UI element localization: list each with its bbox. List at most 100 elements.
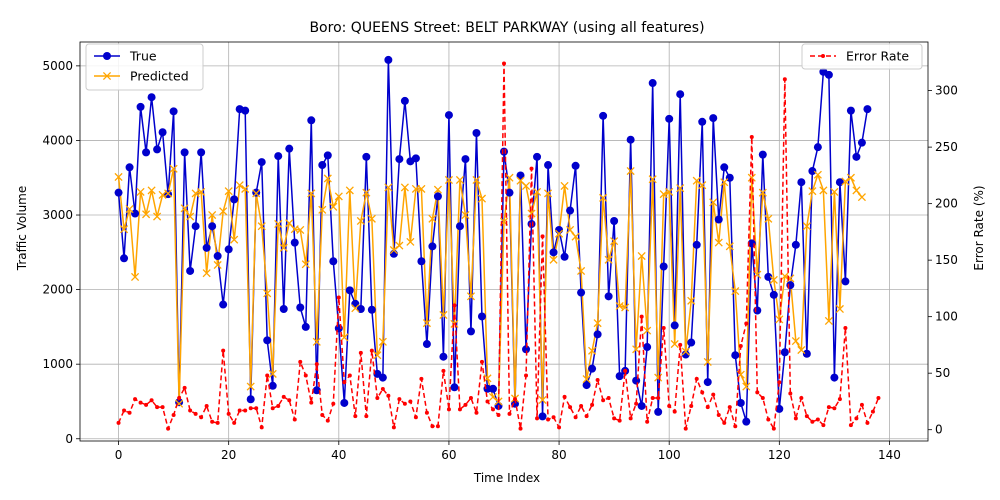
point-error-rate [557, 425, 562, 430]
point-true [830, 373, 839, 382]
point-error-rate [617, 418, 622, 423]
point-predicted [213, 260, 222, 270]
point-error-rate [221, 348, 226, 353]
point-true [340, 398, 349, 407]
point-true [488, 384, 497, 393]
point-error-rate [760, 396, 765, 401]
point-error-rate [700, 390, 705, 395]
point-error-rate [705, 405, 710, 410]
point-error-rate [254, 406, 259, 411]
point-error-rate [430, 424, 435, 429]
point-error-rate [320, 413, 325, 418]
point-true [125, 163, 134, 172]
point-predicted [395, 241, 404, 250]
point-predicted [742, 382, 751, 391]
point-predicted [676, 184, 685, 193]
point-true [180, 148, 189, 157]
point-true [780, 348, 789, 357]
point-predicted [505, 173, 514, 182]
point-true [692, 240, 701, 249]
point-predicted [197, 187, 206, 196]
point-error-rate [127, 410, 132, 415]
point-predicted [835, 304, 844, 314]
point-error-rate [314, 362, 319, 367]
point-error-rate [149, 398, 154, 403]
point-error-rate [276, 403, 281, 408]
x-tick-label: 140 [878, 448, 901, 462]
point-predicted [230, 235, 239, 244]
point-true [841, 277, 850, 286]
point-predicted [687, 296, 696, 305]
point-predicted [268, 369, 277, 378]
point-error-rate [210, 419, 215, 424]
point-predicted [532, 187, 542, 196]
point-true [285, 144, 294, 153]
point-predicted [472, 175, 481, 185]
point-predicted [824, 316, 833, 325]
point-predicted [274, 219, 283, 229]
point-true [725, 173, 734, 182]
point-error-rate [193, 411, 198, 416]
point-predicted [257, 222, 266, 231]
point-true [791, 240, 800, 249]
point-true [219, 300, 228, 309]
point-true [813, 143, 822, 152]
point-error-rate [546, 417, 551, 422]
point-true [764, 272, 773, 281]
point-error-rate [419, 376, 424, 381]
point-true [345, 286, 354, 295]
point-error-rate [353, 414, 358, 419]
point-predicted [125, 204, 134, 214]
point-predicted [560, 181, 569, 190]
legend-marker-error-rate [821, 54, 825, 58]
point-true [549, 248, 558, 257]
y-left-tick-label: 0 [65, 432, 73, 446]
point-error-rate [722, 420, 727, 425]
point-predicted [219, 207, 228, 216]
legend-box [801, 43, 923, 70]
point-error-rate [358, 350, 363, 355]
point-predicted [378, 337, 387, 346]
point-true [312, 386, 321, 395]
point-true [566, 206, 575, 215]
point-true [158, 128, 167, 137]
point-predicted [389, 246, 398, 255]
point-error-rate [391, 425, 396, 430]
point-predicted [263, 289, 272, 298]
point-error-rate [292, 417, 297, 422]
point-error-rate [375, 396, 380, 401]
point-predicted [488, 392, 498, 402]
point-error-rate [859, 402, 864, 407]
point-error-rate [771, 426, 776, 431]
point-error-rate [683, 426, 688, 431]
point-error-rate [336, 295, 341, 300]
point-predicted [461, 210, 470, 220]
point-error-rate [171, 413, 176, 418]
point-error-rate [832, 406, 837, 411]
point-true [522, 345, 531, 354]
point-true [654, 407, 663, 416]
point-predicted [791, 337, 800, 346]
point-true [714, 215, 723, 224]
point-true [230, 195, 239, 204]
point-true [588, 364, 597, 373]
point-error-rate [435, 424, 440, 429]
point-predicted [555, 229, 564, 238]
point-true [648, 79, 657, 88]
point-error-rate [639, 314, 644, 319]
point-predicted [252, 189, 261, 198]
point-true [191, 222, 200, 231]
point-true [279, 304, 288, 313]
point-true [753, 306, 762, 315]
point-error-rate [226, 411, 231, 416]
legend-label-predicted: Predicted [130, 69, 189, 84]
point-error-rate [689, 403, 694, 408]
point-true [169, 107, 178, 116]
point-error-rate [243, 408, 248, 413]
point-true [428, 242, 437, 251]
point-error-rate [815, 417, 820, 422]
point-true [400, 96, 409, 105]
point-predicted [296, 225, 305, 234]
point-predicted [626, 166, 635, 176]
point-predicted [444, 175, 453, 185]
